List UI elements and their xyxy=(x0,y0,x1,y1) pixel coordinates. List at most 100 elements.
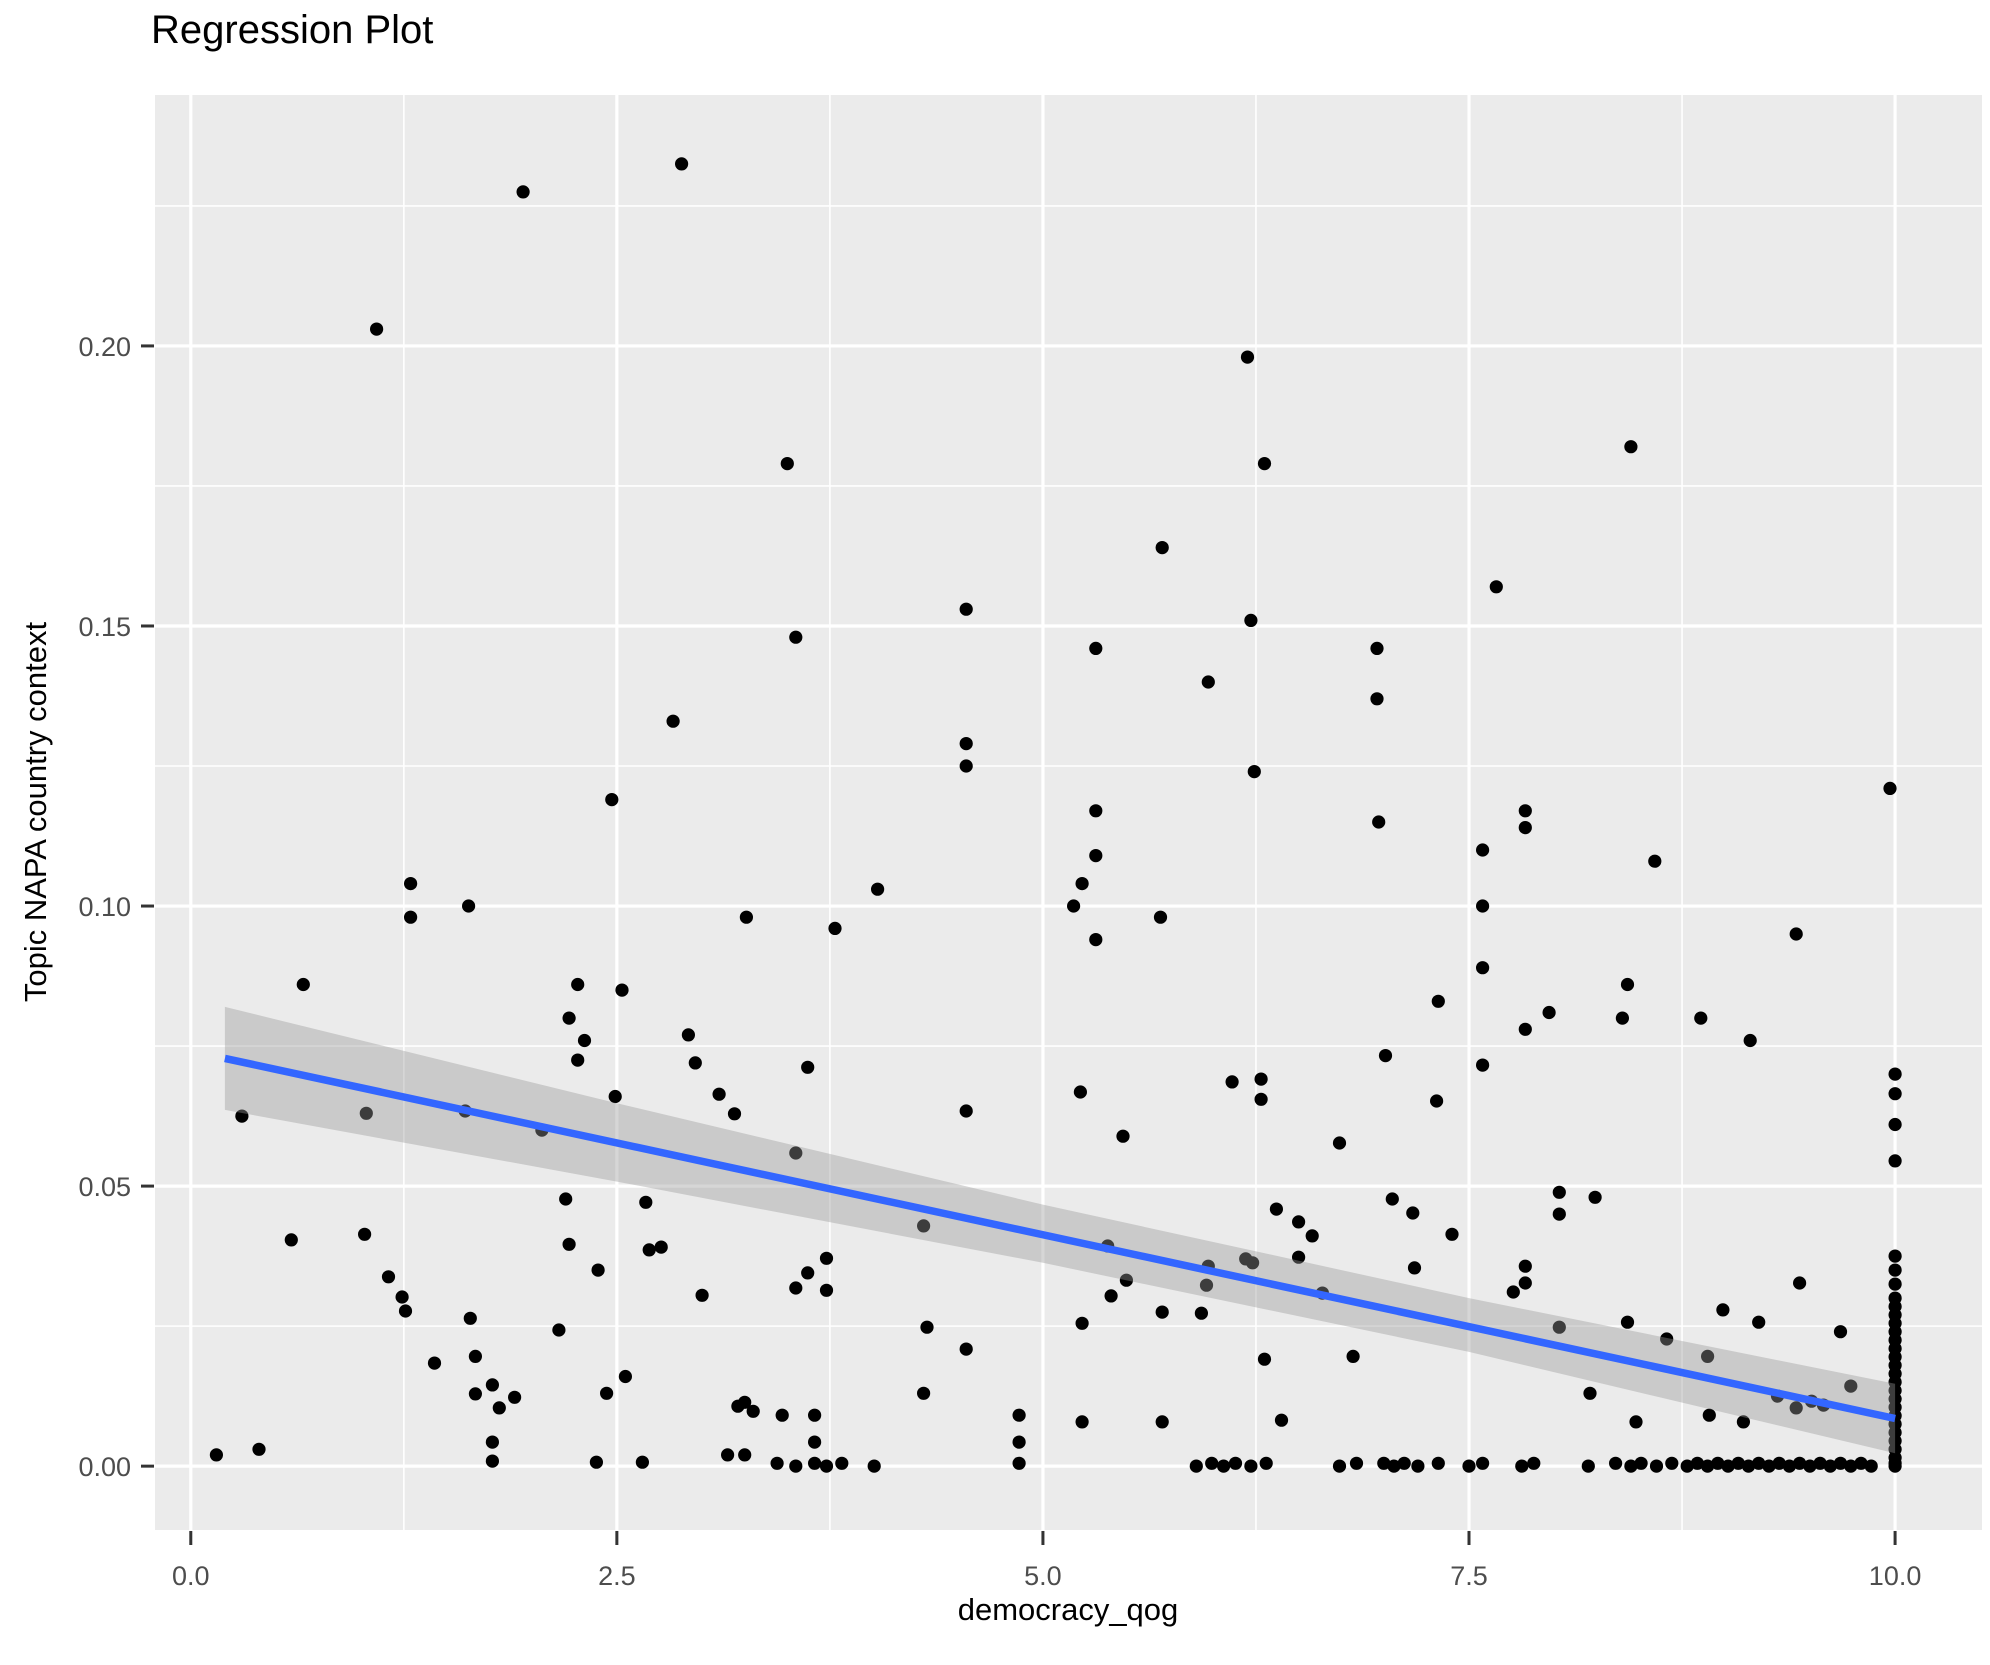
y-tick-label: 0.20 xyxy=(78,332,131,362)
data-point xyxy=(1888,1459,1902,1473)
data-point xyxy=(775,1408,789,1422)
data-point xyxy=(1370,692,1384,706)
data-point xyxy=(1194,1306,1208,1320)
data-point xyxy=(1789,927,1803,941)
data-point xyxy=(1119,1273,1133,1287)
data-point xyxy=(1609,1456,1623,1470)
data-point xyxy=(1257,1352,1272,1366)
data-point xyxy=(209,1448,223,1462)
data-point xyxy=(1883,781,1897,796)
data-point xyxy=(1332,1136,1347,1150)
data-point xyxy=(1634,1456,1648,1470)
data-point xyxy=(1259,1456,1273,1470)
data-point xyxy=(1752,1456,1766,1470)
data-point xyxy=(571,1053,585,1067)
data-point xyxy=(1012,1456,1026,1470)
data-point xyxy=(1854,1456,1868,1470)
data-point xyxy=(1648,854,1662,868)
data-point xyxy=(1089,849,1103,863)
data-point xyxy=(1711,1456,1725,1470)
data-point xyxy=(1462,1459,1476,1473)
x-axis-title: democracy_qog xyxy=(957,1592,1179,1627)
data-point xyxy=(1346,1349,1360,1363)
data-point xyxy=(1189,1459,1203,1473)
data-point xyxy=(1089,804,1103,818)
x-tick-label: 0.0 xyxy=(172,1561,210,1591)
data-point xyxy=(562,1011,576,1025)
data-point xyxy=(1888,1154,1902,1168)
data-point xyxy=(1332,1459,1347,1473)
data-point xyxy=(738,1448,752,1462)
data-point xyxy=(1476,961,1490,975)
data-point xyxy=(1888,1067,1902,1081)
data-point xyxy=(1864,1459,1878,1473)
data-point xyxy=(359,1106,373,1120)
data-point xyxy=(284,1233,298,1247)
data-point xyxy=(1518,1259,1532,1273)
data-point xyxy=(1665,1456,1679,1470)
data-point xyxy=(666,714,680,728)
scatter-points xyxy=(209,157,1902,1473)
data-point xyxy=(1201,675,1215,689)
data-point xyxy=(959,737,973,751)
data-point xyxy=(1844,1459,1858,1473)
data-point xyxy=(608,1089,622,1104)
data-point xyxy=(507,1390,522,1404)
data-point xyxy=(808,1456,822,1470)
data-point xyxy=(485,1435,499,1449)
data-point xyxy=(1430,1094,1444,1108)
data-point xyxy=(681,1028,696,1042)
data-point xyxy=(1305,1229,1319,1243)
data-point xyxy=(1833,1325,1848,1339)
data-point xyxy=(605,793,619,807)
data-point xyxy=(485,1378,499,1392)
data-point xyxy=(1888,1249,1902,1263)
data-point xyxy=(1225,1075,1239,1089)
data-point xyxy=(712,1087,726,1101)
data-point xyxy=(738,1395,752,1409)
data-point xyxy=(1731,1456,1745,1470)
data-point xyxy=(571,977,585,992)
y-tick-label: 0.10 xyxy=(78,892,131,922)
data-point xyxy=(819,1251,834,1265)
data-point xyxy=(1701,1459,1715,1473)
data-point xyxy=(1476,1456,1490,1470)
data-point xyxy=(1844,1379,1858,1393)
data-point xyxy=(1075,1415,1089,1429)
data-point xyxy=(1701,1349,1715,1363)
data-point xyxy=(1813,1456,1827,1470)
data-point xyxy=(867,1459,881,1473)
data-point xyxy=(1073,1085,1087,1099)
data-point xyxy=(1782,1459,1796,1473)
data-point xyxy=(463,1311,477,1325)
data-point xyxy=(296,977,310,992)
data-point xyxy=(1476,1058,1490,1072)
data-point xyxy=(1527,1456,1541,1470)
data-point xyxy=(1629,1415,1643,1429)
data-point xyxy=(1581,1459,1595,1473)
data-point xyxy=(395,1290,409,1304)
data-point xyxy=(654,1240,668,1254)
data-point xyxy=(1772,1456,1786,1470)
data-point xyxy=(1518,1276,1532,1290)
data-point xyxy=(1089,933,1103,947)
data-point xyxy=(1690,1456,1704,1470)
panel-background xyxy=(155,95,1982,1530)
data-point xyxy=(695,1288,709,1302)
data-point xyxy=(828,921,842,936)
data-point xyxy=(1274,1413,1289,1427)
data-point xyxy=(492,1401,506,1415)
data-point xyxy=(801,1060,815,1074)
data-point xyxy=(1431,994,1445,1008)
data-point xyxy=(801,1266,815,1280)
data-point xyxy=(1292,1215,1306,1229)
data-point xyxy=(1370,641,1384,656)
data-point xyxy=(721,1448,735,1462)
data-point xyxy=(1155,1415,1169,1429)
data-point xyxy=(235,1109,249,1123)
data-point xyxy=(1244,1459,1258,1473)
data-point xyxy=(739,910,754,924)
data-point xyxy=(727,1107,742,1121)
